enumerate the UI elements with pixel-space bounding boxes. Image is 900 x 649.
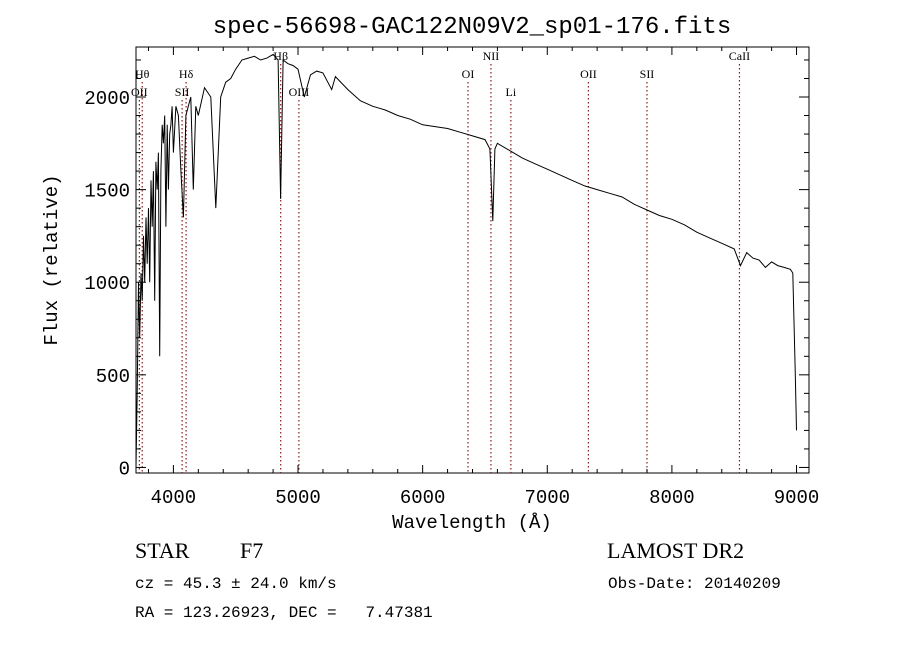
line-marker-label: CaII bbox=[729, 49, 750, 63]
y-tick-label: 500 bbox=[96, 366, 130, 388]
x-tick-label: 6000 bbox=[400, 487, 446, 509]
line-marker-label: Li bbox=[506, 85, 517, 99]
observation-date: Obs-Date: 20140209 bbox=[608, 575, 781, 593]
y-tick-label: 1500 bbox=[84, 181, 130, 203]
chart-title: spec-56698-GAC122N09V2_sp01-176.fits bbox=[213, 14, 731, 41]
redshift-cz: cz = 45.3 ± 24.0 km/s bbox=[135, 575, 337, 593]
x-tick-label: 9000 bbox=[774, 487, 820, 509]
line-marker-label: OII bbox=[131, 85, 148, 99]
line-marker-label: SII bbox=[175, 85, 190, 99]
line-marker-label: OII bbox=[580, 67, 597, 81]
spectrum-chart: spec-56698-GAC122N09V2_sp01-176.fits Hθ O… bbox=[41, 14, 820, 534]
y-axis-label: Flux (relative) bbox=[41, 174, 63, 345]
y-tick-label: 2000 bbox=[84, 88, 130, 110]
x-axis-label: Wavelength (Å) bbox=[392, 512, 552, 534]
line-marker-label: Hβ bbox=[273, 49, 288, 63]
x-axis-ticks: 4000 5000 6000 7000 8000 9000 bbox=[147, 47, 820, 509]
y-axis-ticks: 0 500 1000 1500 2000 bbox=[84, 59, 809, 480]
line-marker-label: NII bbox=[483, 49, 500, 63]
survey-name: LAMOST DR2 bbox=[607, 538, 745, 563]
line-marker-label: Hδ bbox=[179, 67, 194, 81]
object-type: STAR bbox=[135, 538, 190, 563]
y-tick-label: 0 bbox=[119, 458, 130, 480]
y-tick-label: 1000 bbox=[84, 273, 130, 295]
line-marker-label: OI bbox=[462, 67, 475, 81]
spectrum-line bbox=[135, 53, 797, 468]
x-tick-label: 8000 bbox=[649, 487, 695, 509]
line-marker-label: SII bbox=[640, 67, 655, 81]
x-tick-label: 7000 bbox=[524, 487, 570, 509]
line-marker-label: Hθ bbox=[135, 67, 150, 81]
plot-frame bbox=[135, 46, 810, 474]
object-subclass: F7 bbox=[240, 538, 264, 563]
x-tick-label: 5000 bbox=[275, 487, 321, 509]
x-tick-label: 4000 bbox=[151, 487, 197, 509]
coordinates: RA = 123.26923, DEC = 7.47381 bbox=[135, 604, 433, 622]
